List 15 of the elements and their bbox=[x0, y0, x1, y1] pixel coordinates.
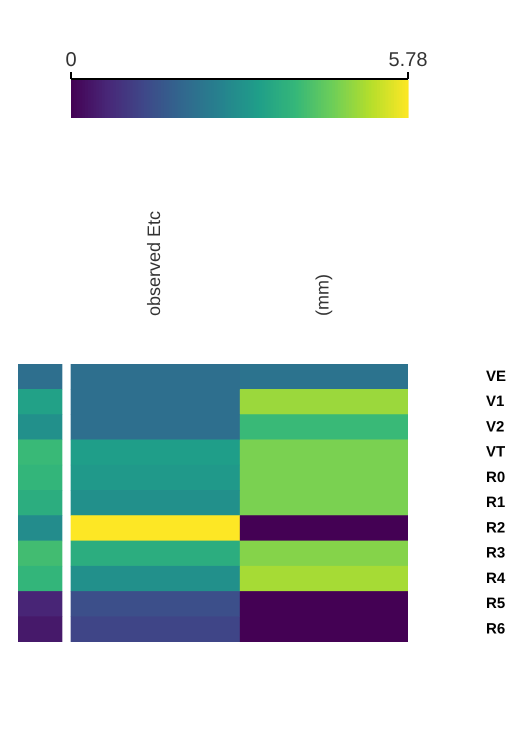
y-tick-label: R0 bbox=[486, 468, 506, 486]
y-tick-label: VE bbox=[486, 368, 506, 385]
y-tick-label: VT bbox=[486, 444, 506, 461]
y-tick-label: V1 bbox=[486, 393, 504, 410]
y-tick-label: R5 bbox=[486, 595, 506, 612]
y-tick-label: R1 bbox=[486, 494, 506, 512]
color-bar-label: 5.78 bbox=[388, 49, 428, 71]
x-tick-label: (mm) bbox=[312, 274, 333, 316]
y-tick-label: V2 bbox=[486, 418, 504, 436]
color-bar-label: 0 bbox=[65, 49, 77, 71]
y-tick-label: R2 bbox=[486, 519, 506, 536]
x-tick-label: observed Etc bbox=[144, 210, 164, 316]
y-tick-label: R4 bbox=[486, 570, 506, 587]
y-tick-label: R6 bbox=[486, 620, 506, 638]
y-tick-label: R3 bbox=[486, 544, 506, 562]
